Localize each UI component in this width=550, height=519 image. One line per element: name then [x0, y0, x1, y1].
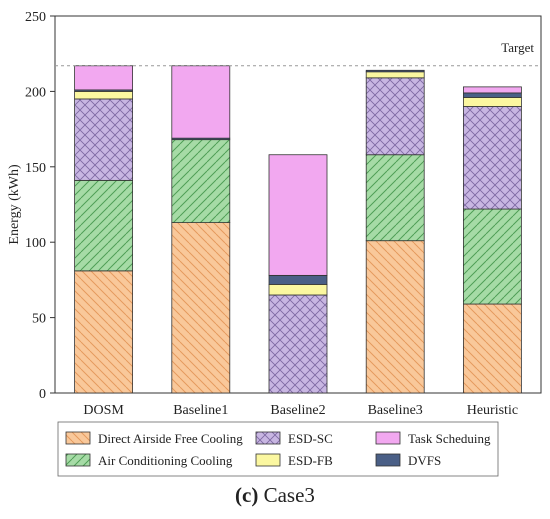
bar-segment — [74, 98, 133, 181]
bar-segment — [74, 91, 133, 100]
y-tick-label: 0 — [39, 387, 46, 402]
bar-segment — [365, 77, 425, 156]
figure-caption: (c) Case3 — [0, 483, 550, 508]
x-tick-label: Heuristic — [467, 403, 518, 418]
x-tick-label: Baseline1 — [173, 403, 228, 418]
legend-swatch — [255, 431, 281, 445]
bar-segment — [268, 294, 328, 394]
legend-label: Air Conditioning Cooling — [98, 453, 233, 468]
bar-segment — [462, 208, 522, 305]
bar-segment — [74, 270, 133, 394]
bar-segment — [365, 240, 425, 394]
bar-segment — [462, 106, 522, 210]
bar-segment — [74, 179, 133, 272]
legend-label: DVFS — [408, 453, 441, 468]
legend-label: ESD-FB — [288, 453, 333, 468]
bar-segment — [268, 154, 328, 276]
bar-segment — [365, 154, 425, 242]
bar-segment — [462, 303, 522, 394]
y-tick-label: 50 — [32, 312, 46, 327]
y-tick-label: 100 — [25, 236, 46, 251]
bar-segment — [74, 65, 133, 91]
target-layer: Target — [55, 40, 541, 67]
bar-segment — [171, 139, 231, 223]
y-tick-label: 150 — [25, 161, 46, 176]
legend-swatch — [65, 453, 91, 467]
x-tick-label: Baseline2 — [270, 403, 325, 418]
y-axis-label: Energy (kWh) — [7, 164, 22, 245]
caption-letter: (c) — [235, 483, 259, 507]
legend-label: ESD-SC — [288, 431, 333, 446]
legend-swatch — [65, 431, 91, 445]
bar-segment — [462, 97, 522, 107]
bar-segment — [462, 92, 522, 98]
y-tick-label: 200 — [25, 85, 46, 100]
bar-segment — [365, 71, 425, 79]
bar-segment — [268, 274, 328, 285]
bar-segment — [365, 69, 425, 73]
legend-swatch — [375, 453, 401, 467]
bars: DOSM Baseline1 Baseline2 Baseline3 Heuristic — [74, 65, 522, 418]
x-tick-label: Baseline3 — [368, 403, 423, 418]
legend-label: Task Scheduing — [408, 431, 491, 446]
legend: Direct Airside Free Cooling Air Condition… — [57, 421, 499, 477]
stacked-bar-chart: 0 50 100 150 200 250 Energy (kWh) DOSM Baseline… — [7, 10, 542, 477]
caption-text: Case3 — [258, 483, 315, 507]
y-tick-label: 250 — [25, 10, 46, 25]
legend-swatch — [255, 453, 281, 467]
target-label: Target — [501, 40, 534, 55]
x-tick-label: DOSM — [83, 403, 124, 418]
bar-segment — [268, 284, 328, 296]
legend-box — [57, 421, 499, 477]
bar-segment — [171, 65, 231, 139]
legend-swatch — [375, 431, 401, 445]
bar-segment — [462, 86, 522, 94]
legend-label: Direct Airside Free Cooling — [98, 431, 243, 446]
bar-segment — [171, 222, 231, 394]
